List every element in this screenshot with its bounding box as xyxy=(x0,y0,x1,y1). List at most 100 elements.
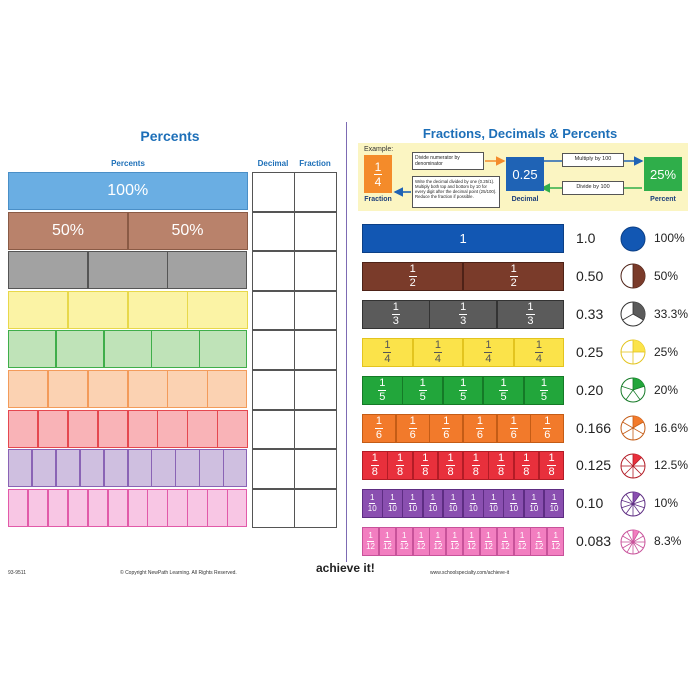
unit-fraction-numerator: 1 xyxy=(446,452,455,467)
unit-fraction-numerator: 1 xyxy=(395,452,405,467)
center-divider xyxy=(346,122,347,562)
unit-fraction-denominator: 10 xyxy=(488,504,498,514)
percent-bar-part xyxy=(87,488,109,527)
unit-fraction-denominator: 12 xyxy=(433,542,443,552)
unit-fraction-denominator: 12 xyxy=(534,542,544,552)
percent-value: 20% xyxy=(654,382,679,397)
percent-bar-part xyxy=(187,488,208,527)
unit-fraction-numerator: 1 xyxy=(421,452,430,467)
fraction-bar-part: 1 12 xyxy=(496,527,514,557)
percent-bar-part xyxy=(31,449,57,488)
unit-fraction-numerator: 1 xyxy=(391,300,400,315)
percent-bar-part xyxy=(67,488,89,527)
unit-fraction-label: 1 10 xyxy=(469,494,478,513)
unit-fraction-denominator: 12 xyxy=(366,542,376,552)
pie-divider xyxy=(621,503,634,508)
unit-fraction-denominator: 3 xyxy=(460,314,467,327)
percent-bar-part xyxy=(8,330,57,369)
fraction-pie-icon xyxy=(620,226,646,251)
fraction-bar-part: 1 12 xyxy=(513,527,531,557)
fraction-bar-part: 1 10 xyxy=(422,489,444,519)
unit-fraction-denominator: 10 xyxy=(509,504,519,514)
unit-fraction-numerator: 1 xyxy=(518,531,526,543)
decimal-value: 0.25 xyxy=(576,343,604,360)
example-denominator: 4 xyxy=(374,174,382,189)
pie-divider xyxy=(622,427,634,435)
decimal-answer-cell xyxy=(252,172,295,212)
unit-fraction-denominator: 12 xyxy=(467,542,477,552)
unit-fraction-denominator: 4 xyxy=(434,352,441,365)
fraction-bar-part: 1 10 xyxy=(382,489,403,519)
decimal-answer-cell xyxy=(252,488,295,529)
percent-value: 16.6% xyxy=(654,420,689,435)
pie-divider xyxy=(632,427,644,435)
unit-fraction-numerator: 1 xyxy=(434,531,442,543)
unit-fraction-denominator: 10 xyxy=(529,504,539,514)
unit-fraction-numerator: 1 xyxy=(408,262,417,277)
unit-fraction-denominator: 10 xyxy=(468,504,478,514)
percent-bar-part: 50% xyxy=(127,211,248,250)
fraction-bar-part: 1 10 xyxy=(523,489,545,519)
unit-fraction-numerator: 1 xyxy=(552,531,559,543)
decimal-value: 1.0 xyxy=(576,230,596,246)
decimal-value: 0.10 xyxy=(576,495,604,512)
fraction-pie-icon xyxy=(620,339,646,365)
unit-fraction-denominator: 6 xyxy=(476,428,484,441)
divide-box: Divide by 100 xyxy=(562,181,624,195)
pie-divider xyxy=(625,503,634,514)
unit-fraction-label: 1 12 xyxy=(467,532,476,551)
percent-bar-part xyxy=(167,488,188,527)
unit-fraction-numerator: 1 xyxy=(429,493,437,505)
pie-divider xyxy=(622,421,634,429)
unit-fraction-numerator: 1 xyxy=(490,493,497,505)
pie-divider xyxy=(632,457,642,467)
percent-bar-part xyxy=(199,330,248,369)
fraction-bar-part: 1 10 xyxy=(362,489,383,519)
unit-fraction-denominator: 5 xyxy=(379,390,386,403)
fraction-bar-part: 1 12 xyxy=(412,527,430,557)
unit-fraction-denominator: 6 xyxy=(375,428,383,441)
percent-bar-part xyxy=(187,409,218,448)
percent-bar-part xyxy=(151,330,200,369)
percent-bar-part xyxy=(175,449,200,488)
fraction-bar-part: 1 12 xyxy=(463,527,481,557)
percent-bar-part xyxy=(8,449,33,488)
unit-fraction-denominator: 10 xyxy=(408,504,418,514)
percent-bar-part xyxy=(87,370,128,408)
percent-bar-part xyxy=(167,251,248,290)
pie-divider xyxy=(625,493,634,505)
unit-fraction-numerator: 1 xyxy=(470,493,477,505)
unit-fraction-numerator: 1 xyxy=(418,376,427,391)
unit-fraction-numerator: 1 xyxy=(374,414,384,429)
percent-bar-part xyxy=(8,251,89,290)
percent-bar-part xyxy=(227,488,248,527)
example-fraction-caption: Fraction xyxy=(364,196,392,203)
fraction-bar-part: 1 xyxy=(362,224,565,253)
pie-divider xyxy=(632,535,644,543)
pie-divider xyxy=(622,313,634,321)
example-label: Example: xyxy=(364,146,394,153)
percent-bar-part xyxy=(167,370,208,408)
unit-fraction-label: 1 12 xyxy=(433,532,442,551)
multiply-box: Multiply by 100 xyxy=(562,153,624,167)
fraction-answer-cell xyxy=(294,449,337,489)
percent-bar-part xyxy=(79,449,105,488)
percent-bar-part xyxy=(147,488,168,527)
pie-divider xyxy=(632,503,645,508)
unit-fraction-numerator: 1 xyxy=(509,414,518,429)
fraction-answer-cell xyxy=(294,370,337,410)
